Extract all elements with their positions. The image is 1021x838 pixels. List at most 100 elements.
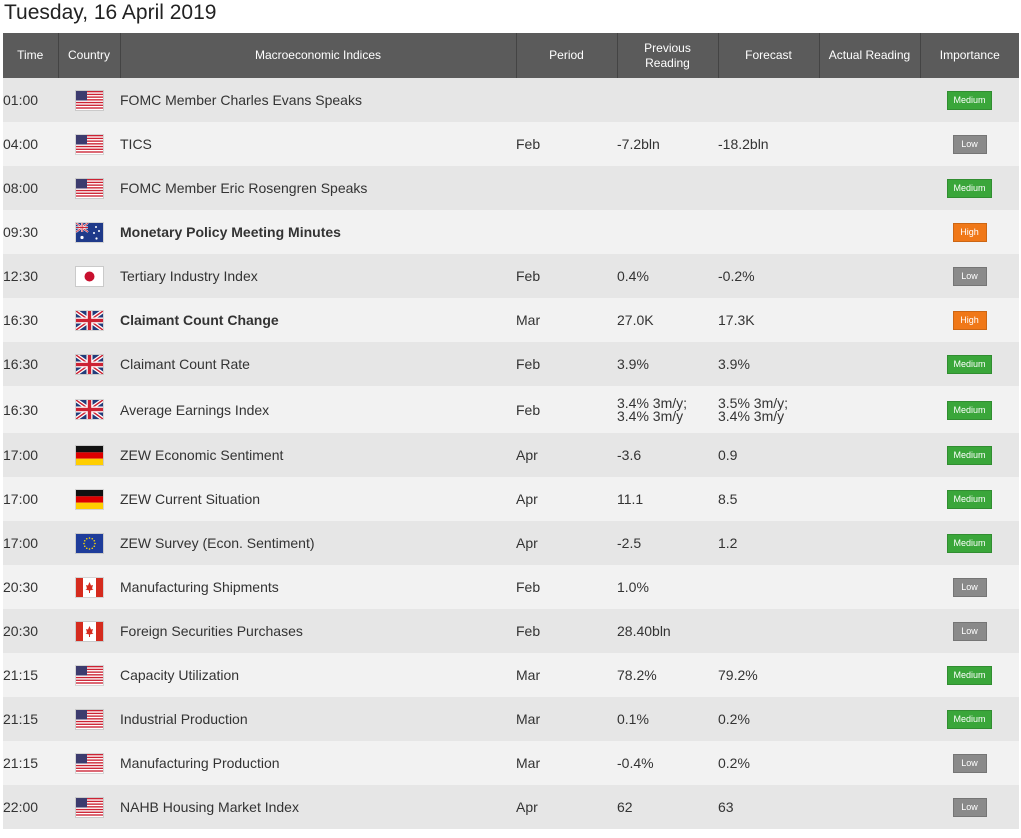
- table-row: 20:30 Manufacturing Shipments Feb 1.0% Low: [3, 565, 1019, 609]
- event-actual-reading: [819, 741, 920, 785]
- event-previous-reading: -2.5: [617, 521, 718, 565]
- event-forecast: 1.2: [718, 521, 819, 565]
- column-header-country: Country: [58, 33, 121, 78]
- event-period: [516, 210, 617, 254]
- importance-badge: Low: [952, 754, 987, 773]
- event-country: [58, 298, 120, 342]
- event-previous-reading: 27.0K: [617, 298, 718, 342]
- ca-flag-icon: [75, 621, 103, 641]
- event-time: 12:30: [3, 254, 58, 298]
- event-time: 20:30: [3, 609, 58, 653]
- event-name: Claimant Count Rate: [120, 342, 516, 386]
- table-row: 21:15 Industrial Production Mar 0.1% 0.2% Med…: [3, 697, 1019, 741]
- column-header-forecast: Forecast: [718, 33, 820, 78]
- event-importance: Medium: [920, 386, 1019, 433]
- event-name: NAHB Housing Market Index: [120, 785, 516, 829]
- event-previous-reading: 62: [617, 785, 718, 829]
- economic-calendar-table: Time Country Macroeconomic Indices Perio…: [3, 33, 1019, 829]
- event-name: Manufacturing Production: [120, 741, 516, 785]
- event-name: ZEW Economic Sentiment: [120, 433, 516, 477]
- importance-badge: Medium: [947, 91, 992, 110]
- event-period: Apr: [516, 521, 617, 565]
- event-actual-reading: [819, 785, 920, 829]
- event-importance: High: [920, 298, 1019, 342]
- event-time: 16:30: [3, 298, 58, 342]
- event-importance: Low: [920, 785, 1019, 829]
- event-actual-reading: [819, 653, 920, 697]
- event-actual-reading: [819, 166, 920, 210]
- importance-badge: Low: [952, 578, 987, 597]
- table-row: 17:00 ZEW Current Situation Apr 11.1 8.5 Medi…: [3, 477, 1019, 521]
- event-name: TICS: [120, 122, 516, 166]
- event-country: [58, 697, 120, 741]
- event-importance: Low: [920, 609, 1019, 653]
- event-country: [58, 254, 120, 298]
- event-time: 22:00: [3, 785, 58, 829]
- event-actual-reading: [819, 386, 920, 433]
- event-forecast: [718, 609, 819, 653]
- event-previous-reading: [617, 78, 718, 122]
- importance-badge: Low: [952, 622, 987, 641]
- event-name: Average Earnings Index: [120, 386, 516, 433]
- event-country: [58, 565, 120, 609]
- event-period: [516, 166, 617, 210]
- event-country: [58, 342, 120, 386]
- event-period: Feb: [516, 254, 617, 298]
- previous-reading-line: 3.4% 3m/y;: [617, 394, 688, 411]
- event-forecast: [718, 78, 819, 122]
- event-importance: Medium: [920, 697, 1019, 741]
- event-name: ZEW Survey (Econ. Sentiment): [120, 521, 516, 565]
- event-forecast: -18.2bln: [718, 122, 819, 166]
- event-name: FOMC Member Eric Rosengren Speaks: [120, 166, 516, 210]
- table-row: 16:30 Average Earnings Index Feb 3.4% 3m/y;…: [3, 386, 1019, 433]
- event-actual-reading: [819, 477, 920, 521]
- event-actual-reading: [819, 342, 920, 386]
- event-name: ZEW Current Situation: [120, 477, 516, 521]
- event-importance: Low: [920, 741, 1019, 785]
- event-importance: High: [920, 210, 1019, 254]
- event-time: 17:00: [3, 521, 58, 565]
- us-flag-icon: [75, 665, 103, 685]
- event-importance: Medium: [920, 78, 1019, 122]
- table-row: 20:30 Foreign Securities Purchases Feb 28.4…: [3, 609, 1019, 653]
- event-name: Industrial Production: [120, 697, 516, 741]
- event-time: 01:00: [3, 78, 58, 122]
- event-country: [58, 433, 120, 477]
- column-header-importance: Importance: [920, 33, 1019, 78]
- event-forecast: 8.5: [718, 477, 819, 521]
- forecast-line: 3.5% 3m/y;: [718, 394, 789, 411]
- event-time: 21:15: [3, 653, 58, 697]
- column-header-actual: Actual Reading: [819, 33, 921, 78]
- event-name: Manufacturing Shipments: [120, 565, 516, 609]
- forecast-line: 3.4% 3m/y: [718, 407, 785, 424]
- event-country: [58, 785, 120, 829]
- column-header-previous: Previous Reading: [617, 33, 719, 78]
- us-flag-icon: [75, 178, 103, 198]
- event-importance: Low: [920, 122, 1019, 166]
- us-flag-icon: [75, 134, 103, 154]
- importance-badge: Medium: [947, 179, 992, 198]
- importance-badge: Medium: [947, 710, 992, 729]
- event-importance: Medium: [920, 477, 1019, 521]
- event-time: 04:00: [3, 122, 58, 166]
- event-previous-reading: 0.4%: [617, 254, 718, 298]
- ca-flag-icon: [75, 577, 103, 597]
- eu-flag-icon: [75, 533, 103, 553]
- table-row: 22:00 NAHB Housing Market Index Apr 62 63 Low: [3, 785, 1019, 829]
- uk-flag-icon: [74, 398, 104, 421]
- event-country: [58, 78, 120, 122]
- event-forecast: [718, 565, 819, 609]
- event-period: Feb: [516, 609, 617, 653]
- event-period: Feb: [516, 342, 617, 386]
- event-time: 08:00: [3, 166, 58, 210]
- event-previous-reading: -3.6: [617, 433, 718, 477]
- us-flag-icon: [75, 797, 103, 817]
- event-importance: Medium: [920, 166, 1019, 210]
- event-forecast: 0.2%: [718, 741, 819, 785]
- column-header-time: Time: [3, 33, 59, 78]
- jp-flag-icon: [75, 266, 103, 286]
- importance-badge: Medium: [947, 666, 992, 685]
- us-flag-icon: [75, 709, 103, 729]
- event-name: Monetary Policy Meeting Minutes: [120, 210, 516, 254]
- event-country: [58, 521, 120, 565]
